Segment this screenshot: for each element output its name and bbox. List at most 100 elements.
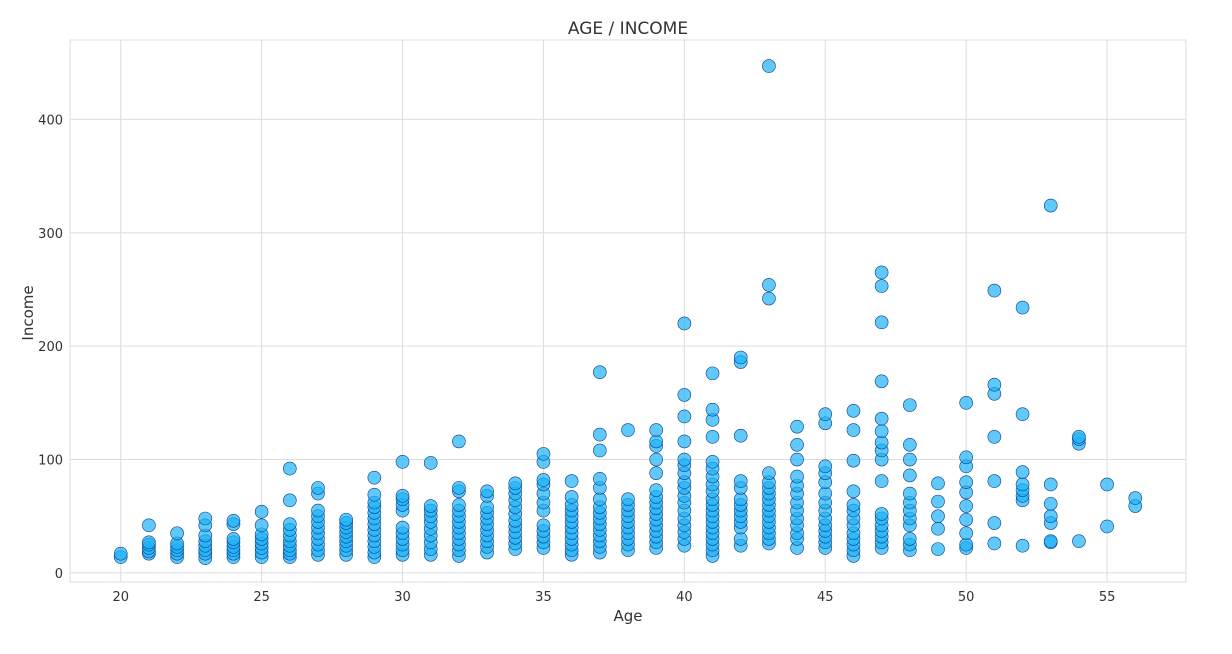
data-point: [593, 443, 607, 458]
chart-title: AGE / INCOME: [568, 19, 688, 39]
data-point: [452, 434, 466, 449]
data-point: [874, 265, 889, 280]
data-point: [1015, 300, 1030, 315]
data-point: [846, 423, 861, 437]
data-point: [762, 466, 776, 480]
data-point: [1043, 509, 1058, 524]
data-point: [113, 546, 128, 561]
x-tick-label: 35: [535, 590, 552, 605]
data-point: [283, 493, 297, 508]
data-point: [846, 484, 861, 499]
data-point: [987, 430, 1002, 444]
y-axis-label: Income: [19, 285, 37, 340]
data-point: [1043, 496, 1058, 511]
data-point: [170, 526, 184, 541]
data-point: [649, 483, 663, 497]
data-point: [987, 474, 1002, 488]
x-tick-label: 30: [394, 590, 411, 605]
data-point: [818, 459, 833, 474]
data-point: [677, 452, 692, 467]
data-point: [987, 516, 1002, 530]
data-point: [395, 520, 410, 535]
data-point: [283, 517, 297, 531]
data-point: [536, 473, 551, 487]
x-tick-label: 55: [1099, 590, 1116, 605]
data-point: [874, 424, 889, 438]
y-tick-label: 400: [38, 113, 63, 128]
data-point: [790, 437, 804, 452]
data-point: [564, 490, 579, 504]
data-point: [931, 494, 945, 509]
data-point: [705, 430, 720, 444]
data-point: [1015, 407, 1030, 421]
data-point: [931, 509, 945, 524]
x-tick-labels: 20 25 30 35 40 45 50 55: [112, 590, 1115, 605]
data-point: [959, 526, 973, 541]
data-point: [593, 427, 607, 442]
data-point: [987, 283, 1002, 298]
data-point: [762, 59, 776, 73]
data-point: [677, 388, 692, 402]
data-point: [705, 455, 720, 469]
plot-area-frame: [69, 39, 1187, 583]
data-point: [339, 512, 353, 527]
data-point: [254, 504, 269, 519]
data-point: [987, 536, 1002, 551]
y-tick-label: 0: [55, 567, 63, 582]
data-point: [621, 423, 635, 437]
data-point: [1100, 477, 1114, 492]
data-point: [677, 316, 692, 331]
data-point: [226, 532, 241, 546]
data-point: [959, 475, 973, 490]
data-point: [1072, 534, 1086, 548]
data-point: [311, 481, 325, 495]
data-point: [593, 472, 607, 486]
data-point: [846, 403, 861, 418]
data-point: [874, 474, 889, 488]
data-point: [959, 396, 973, 410]
data-point: [1015, 465, 1030, 479]
data-point: [790, 419, 804, 434]
data-point: [903, 452, 917, 467]
data-point: [677, 434, 692, 449]
data-point: [762, 291, 776, 306]
data-point: [903, 398, 917, 412]
data-point: [593, 365, 607, 380]
data-point: [733, 428, 748, 443]
data-point: [283, 461, 297, 476]
data-point: [987, 377, 1002, 392]
data-point: [536, 518, 551, 533]
data-point: [959, 450, 973, 465]
data-point: [903, 437, 917, 452]
data-point: [733, 474, 748, 488]
data-point: [395, 455, 410, 469]
data-point: [903, 532, 917, 546]
data-point: [931, 476, 945, 491]
data-point: [846, 498, 861, 512]
data-point: [874, 411, 889, 426]
data-point: [874, 315, 889, 330]
data-point: [367, 470, 382, 485]
data-point: [480, 484, 494, 499]
x-axis-label: Age: [613, 607, 642, 625]
data-point: [1015, 477, 1030, 492]
data-point: [1100, 519, 1114, 534]
data-point: [1072, 430, 1086, 444]
data-point: [1043, 534, 1058, 548]
data-point: [311, 503, 325, 518]
data-point: [790, 452, 804, 467]
data-point: [395, 489, 410, 503]
data-point: [423, 456, 438, 470]
data-point: [508, 476, 523, 491]
data-point: [874, 374, 889, 389]
data-point: [649, 466, 663, 480]
y-tick-labels: 0 100 200 300 400: [38, 113, 63, 582]
data-point: [1015, 538, 1030, 553]
data-point: [959, 512, 973, 527]
data-point: [874, 507, 889, 521]
data-point: [649, 452, 663, 467]
data-point: [254, 518, 269, 533]
data-point: [142, 518, 156, 533]
data-point: [931, 542, 945, 556]
